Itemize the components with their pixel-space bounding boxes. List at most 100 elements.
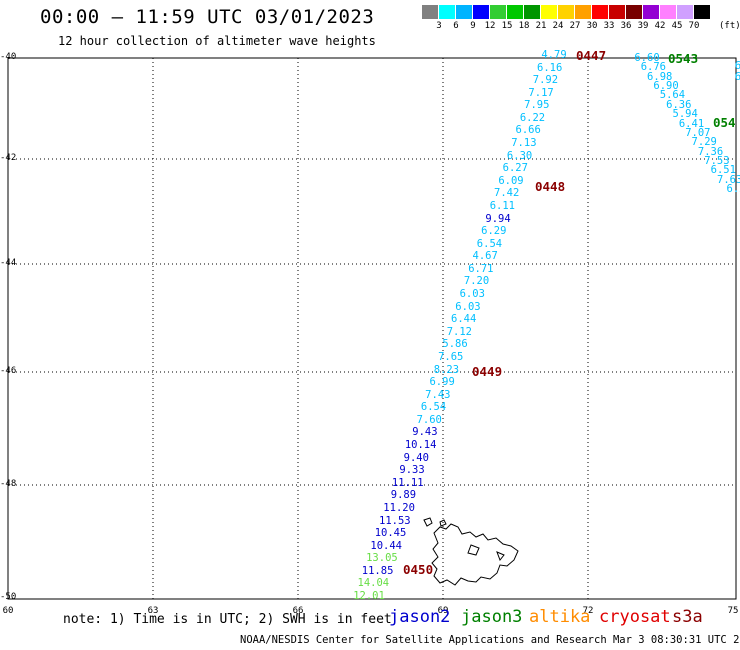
island-main <box>431 523 519 586</box>
pass-time-label: 0449 <box>472 364 503 379</box>
pass-time-label: 0543 <box>668 51 699 66</box>
legend-s3a: s3a <box>672 607 703 627</box>
legend-cryosat: cryosat <box>599 607 671 627</box>
map-title: 00:00 – 11:59 UTC 03/01/2023 <box>40 6 375 28</box>
lon-label: 72 <box>582 606 594 616</box>
swh-value: 7.60 <box>416 413 442 426</box>
swh-value: 9.40 <box>403 451 429 464</box>
colorbar-label: 36 <box>620 21 632 31</box>
swh-value: 7.43 <box>425 388 451 401</box>
swh-value: 6.29 <box>481 225 507 238</box>
swh-value: 11.20 <box>383 501 415 514</box>
swh-value: 7.29 <box>691 136 717 149</box>
swh-value: 6.11 <box>489 199 516 212</box>
colorbar-swatch <box>626 5 643 19</box>
swh-value: 6.41 <box>678 117 705 130</box>
swh-value: 11.11 <box>391 476 424 489</box>
swh-value: 7.92 <box>532 74 559 87</box>
colorbar-label: 18 <box>518 21 530 31</box>
colorbar-swatch <box>558 5 575 19</box>
lat-label: -50 <box>0 592 17 602</box>
grid <box>8 57 736 599</box>
swh-value: 4.67 <box>472 250 498 263</box>
swh-value: 6.09 <box>498 174 524 187</box>
swh-value: 6.71 <box>468 262 494 275</box>
swh-value: 10.44 <box>370 539 403 552</box>
swh-value: 6.99 <box>429 376 455 389</box>
swh-value: 6.22 <box>519 111 546 124</box>
colorbar-label: 33 <box>603 21 615 31</box>
colorbar-swatch <box>490 5 507 19</box>
pass-time-label: 054 <box>713 115 736 130</box>
swh-value: 6.54 <box>476 237 503 250</box>
colorbar-label: 42 <box>654 21 666 31</box>
colorbar-label: 6 <box>453 21 459 31</box>
island-west <box>423 517 433 527</box>
swh-value: 7.17 <box>528 86 554 99</box>
colorbar-unit: (ft) <box>719 21 740 31</box>
lon-label: 69 <box>437 606 449 616</box>
colorbar-label: 24 <box>552 21 564 31</box>
swh-value: 7.13 <box>511 137 537 150</box>
swh-value: 6 <box>734 60 740 72</box>
colorbar-swatch <box>592 5 609 19</box>
swh-value: 5.64 <box>659 89 686 102</box>
colorbar-label: 39 <box>637 21 649 31</box>
island-north <box>439 519 447 527</box>
swh-value: 6 <box>734 71 740 83</box>
colorbar-swatch <box>439 5 456 19</box>
swh-value: 7.20 <box>463 275 490 288</box>
colorbar-swatch <box>643 5 660 19</box>
colorbar-swatch <box>660 5 677 19</box>
swh-value: 6.98 <box>647 70 673 83</box>
lon-label: 75 <box>727 606 739 616</box>
colorbar-label: 30 <box>586 21 598 31</box>
colorbar-swatch <box>456 5 473 19</box>
colorbar-swatch <box>422 5 439 19</box>
swh-value: 6.60 <box>634 52 660 64</box>
swh-value: 6.66 <box>515 124 541 137</box>
swh-value: 7.36 <box>697 145 724 158</box>
swh-value: 9.33 <box>399 464 425 477</box>
colorbar-swatch <box>541 5 558 19</box>
pass-time-label: 0450 <box>403 562 434 577</box>
swh-value: 6.90 <box>653 80 679 93</box>
footer-note: note: 1) Time is in UTC; 2) SWH is in fe… <box>63 612 392 627</box>
colorbar-label: 9 <box>470 21 476 31</box>
colorbar <box>422 5 711 19</box>
swh-value: 11.85 <box>361 564 394 577</box>
colorbar-label: 27 <box>569 21 581 31</box>
swh-value: 8.23 <box>433 363 460 376</box>
lat-label: -44 <box>0 258 17 268</box>
swh-value: 6.30 <box>506 149 533 162</box>
swh-value: 7.12 <box>446 325 472 338</box>
swh-value: 14.04 <box>357 577 390 590</box>
colorbar-label: 45 <box>671 21 683 31</box>
swh-value: 7.95 <box>524 99 550 112</box>
island-east <box>496 551 505 561</box>
colorbar-label: 15 <box>501 21 513 31</box>
swh-value: 10.14 <box>404 439 437 452</box>
swh-value: 7.42 <box>494 187 520 200</box>
swh-value: 11.53 <box>379 514 411 527</box>
colorbar-label: 21 <box>535 21 547 31</box>
swh-value: 7.65 <box>438 350 464 363</box>
colorbar-swatch <box>507 5 524 19</box>
swh-value: 5.86 <box>442 338 468 351</box>
footer-credit: NOAA/NESDIS Center for Satellite Applica… <box>240 634 740 646</box>
map-subtitle: 12 hour collection of altimeter wave hei… <box>58 34 376 48</box>
colorbar-swatch <box>677 5 694 19</box>
swh-value: 6.27 <box>502 162 528 175</box>
colorbar-swatch <box>575 5 592 19</box>
colorbar-swatch <box>524 5 541 19</box>
lat-label: -48 <box>0 479 17 489</box>
lon-label: 63 <box>147 606 159 616</box>
swh-value: 6.44 <box>450 313 477 326</box>
swh-value: 5.94 <box>672 108 698 121</box>
swh-value: 6.03 <box>455 300 481 313</box>
colorbar-swatch <box>694 5 711 19</box>
swh-value: 10.45 <box>374 527 407 540</box>
lat-label: -40 <box>0 52 17 62</box>
swh-value: 9.94 <box>485 212 511 225</box>
